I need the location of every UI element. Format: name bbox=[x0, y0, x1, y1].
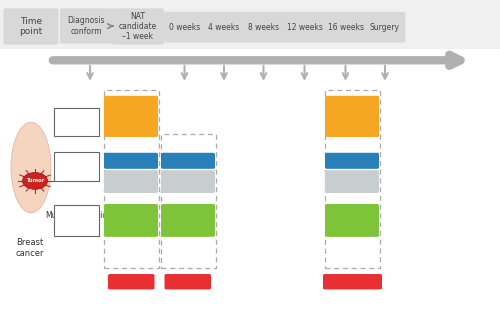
Bar bbox=[0, 0, 500, 49]
Text: Early
response: Early response bbox=[168, 272, 207, 291]
FancyBboxPatch shape bbox=[108, 274, 154, 289]
Text: Time
point: Time point bbox=[20, 17, 42, 36]
Circle shape bbox=[22, 173, 48, 189]
Text: 16 weeks: 16 weeks bbox=[328, 23, 364, 31]
Text: 8 weeks: 8 weeks bbox=[248, 23, 279, 31]
Text: NAT
candidate
–1 week: NAT candidate –1 week bbox=[118, 12, 157, 41]
Text: Breast
cancer: Breast cancer bbox=[16, 238, 44, 258]
Text: ctDNA/exon: ctDNA/exon bbox=[326, 156, 378, 165]
FancyBboxPatch shape bbox=[325, 96, 379, 137]
FancyBboxPatch shape bbox=[104, 204, 158, 237]
FancyBboxPatch shape bbox=[243, 12, 284, 43]
FancyBboxPatch shape bbox=[325, 170, 379, 193]
Text: ctDNA/exon: ctDNA/exon bbox=[162, 156, 214, 165]
Text: Immunology
CEC: Immunology CEC bbox=[161, 172, 215, 191]
Text: Tumor
tissue: Tumor tissue bbox=[64, 113, 88, 132]
Ellipse shape bbox=[11, 122, 51, 213]
Text: Exon
sequencing: Exon sequencing bbox=[104, 107, 158, 126]
FancyBboxPatch shape bbox=[161, 204, 215, 237]
Text: 12 weeks: 12 weeks bbox=[286, 23, 322, 31]
FancyBboxPatch shape bbox=[161, 153, 215, 169]
Bar bbox=[54, 205, 99, 236]
FancyBboxPatch shape bbox=[164, 12, 205, 43]
Text: Exon
sequencing: Exon sequencing bbox=[325, 107, 379, 126]
Text: 4 weeks: 4 weeks bbox=[208, 23, 240, 31]
FancyBboxPatch shape bbox=[104, 153, 158, 169]
Text: DCE/DWI: DCE/DWI bbox=[333, 216, 371, 225]
Bar bbox=[54, 108, 99, 136]
Text: Peripheral
blood: Peripheral blood bbox=[57, 157, 96, 176]
FancyBboxPatch shape bbox=[325, 153, 379, 169]
Bar bbox=[104, 90, 159, 268]
Bar bbox=[161, 134, 216, 268]
Bar bbox=[325, 90, 380, 268]
FancyBboxPatch shape bbox=[204, 12, 244, 43]
Text: DCE/DWI: DCE/DWI bbox=[169, 216, 207, 225]
Text: 0 weeks: 0 weeks bbox=[169, 23, 200, 31]
Text: ctDNA/exon: ctDNA/exon bbox=[106, 156, 156, 165]
FancyBboxPatch shape bbox=[112, 8, 164, 45]
Text: Diagnosis
conform: Diagnosis conform bbox=[68, 16, 105, 36]
FancyBboxPatch shape bbox=[282, 12, 327, 43]
FancyBboxPatch shape bbox=[4, 8, 58, 45]
FancyBboxPatch shape bbox=[161, 170, 215, 193]
FancyBboxPatch shape bbox=[364, 12, 406, 43]
Text: Immunology
CEC: Immunology CEC bbox=[326, 172, 379, 191]
Bar bbox=[54, 152, 99, 181]
FancyBboxPatch shape bbox=[325, 204, 379, 237]
Text: Multiparametric
MRI: Multiparametric MRI bbox=[46, 211, 107, 230]
FancyBboxPatch shape bbox=[104, 96, 158, 137]
Text: Surgery: Surgery bbox=[370, 23, 400, 31]
FancyBboxPatch shape bbox=[164, 274, 211, 289]
Text: Baseline: Baseline bbox=[113, 277, 150, 286]
FancyBboxPatch shape bbox=[60, 8, 112, 44]
FancyBboxPatch shape bbox=[323, 274, 382, 289]
FancyBboxPatch shape bbox=[325, 12, 366, 43]
Text: Immunology
CEC: Immunology CEC bbox=[104, 172, 158, 191]
Text: Tumor: Tumor bbox=[26, 179, 44, 183]
Text: Pathological
response: Pathological response bbox=[326, 272, 380, 291]
FancyBboxPatch shape bbox=[104, 170, 158, 193]
